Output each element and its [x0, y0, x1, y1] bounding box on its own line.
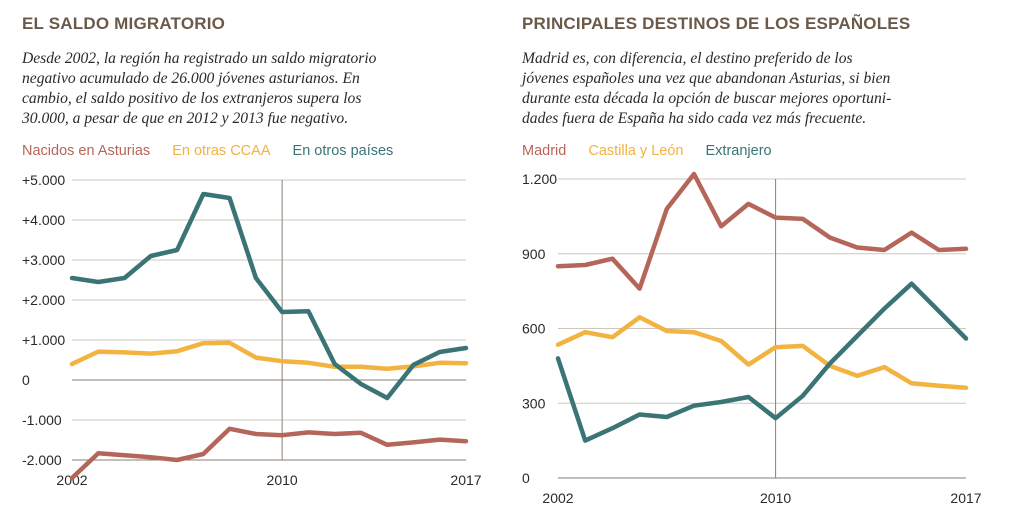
legend-item-otras-ccaa: En otras CCAA: [172, 143, 271, 159]
right-description-line: jóvenes españoles una vez que abandonan …: [522, 70, 891, 87]
legend-item-asturias: Nacidos en Asturias: [22, 143, 151, 159]
left-description-line: Desde 2002, la región ha registrado un s…: [22, 50, 377, 67]
series-line: [69, 340, 469, 372]
y-tick-label: 900: [522, 246, 546, 262]
series-line: [555, 315, 969, 391]
destinos-chart: 1.200 900 600 300 0 2002 2010 2017: [522, 171, 982, 506]
series-line: [555, 281, 969, 443]
x-tick-label: 2017: [950, 490, 981, 506]
x-tick-label: 2010: [760, 490, 791, 506]
right-description-line: durante esta década la opción de buscar …: [522, 90, 892, 107]
series-line: [69, 426, 469, 481]
left-legend: Nacidos en Asturias En otras CCAA En otr…: [22, 143, 411, 159]
right-chart-title: PRINCIPALES DESTINOS DE LOS ESPAÑOLES: [522, 14, 911, 33]
left-description-line: 30.000, a pesar de que en 2012 y 2013 fu…: [22, 110, 349, 127]
left-description-line: negativo acumulado de 26.000 jóvenes ast…: [22, 70, 360, 87]
legend-item-extranjero: Extranjero: [705, 143, 772, 159]
left-panel: EL SALDO MIGRATORIO Desde 2002, la regió…: [22, 0, 492, 528]
series-line: [555, 171, 969, 291]
y-tick-label: -1.000: [22, 412, 62, 428]
y-tick-label: 1.200: [522, 171, 557, 187]
legend-item-castilla-leon: Castilla y León: [588, 143, 684, 159]
y-tick-label: 600: [522, 321, 546, 337]
y-tick-label: +5.000: [22, 172, 65, 188]
y-tick-label: +4.000: [22, 212, 65, 228]
x-tick-label: 2017: [450, 472, 481, 488]
y-tick-label: -2.000: [22, 452, 62, 468]
left-chart-title: EL SALDO MIGRATORIO: [22, 14, 226, 33]
y-tick-label: 0: [522, 470, 530, 486]
y-tick-label: +3.000: [22, 252, 65, 268]
series-line: [69, 191, 469, 401]
y-tick-label: +2.000: [22, 292, 65, 308]
left-chart-description: Desde 2002, la región ha registrado un s…: [22, 49, 467, 129]
left-description-line: cambio, el saldo positivo de los extranj…: [22, 90, 362, 107]
x-tick-label: 2002: [542, 490, 573, 506]
x-tick-label: 2010: [267, 472, 298, 488]
right-chart-description: Madrid es, con diferencia, el destino pr…: [522, 49, 967, 129]
y-tick-label: 0: [22, 372, 30, 388]
saldo-migratorio-chart: +5.000 +4.000 +3.000 +2.000 +1.000 0 -1.000 -2.…: [22, 172, 482, 488]
right-description-line: Madrid es, con diferencia, el destino pr…: [522, 50, 853, 67]
legend-item-otros-paises: En otros países: [292, 143, 394, 159]
right-panel: PRINCIPALES DESTINOS DE LOS ESPAÑOLES Ma…: [522, 0, 992, 528]
y-tick-label: 300: [522, 395, 546, 411]
right-description-line: dades fuera de España ha sido cada vez m…: [522, 110, 867, 127]
right-legend: Madrid Castilla y León Extranjero: [522, 143, 790, 159]
y-tick-label: +1.000: [22, 332, 65, 348]
legend-item-madrid: Madrid: [522, 143, 567, 159]
